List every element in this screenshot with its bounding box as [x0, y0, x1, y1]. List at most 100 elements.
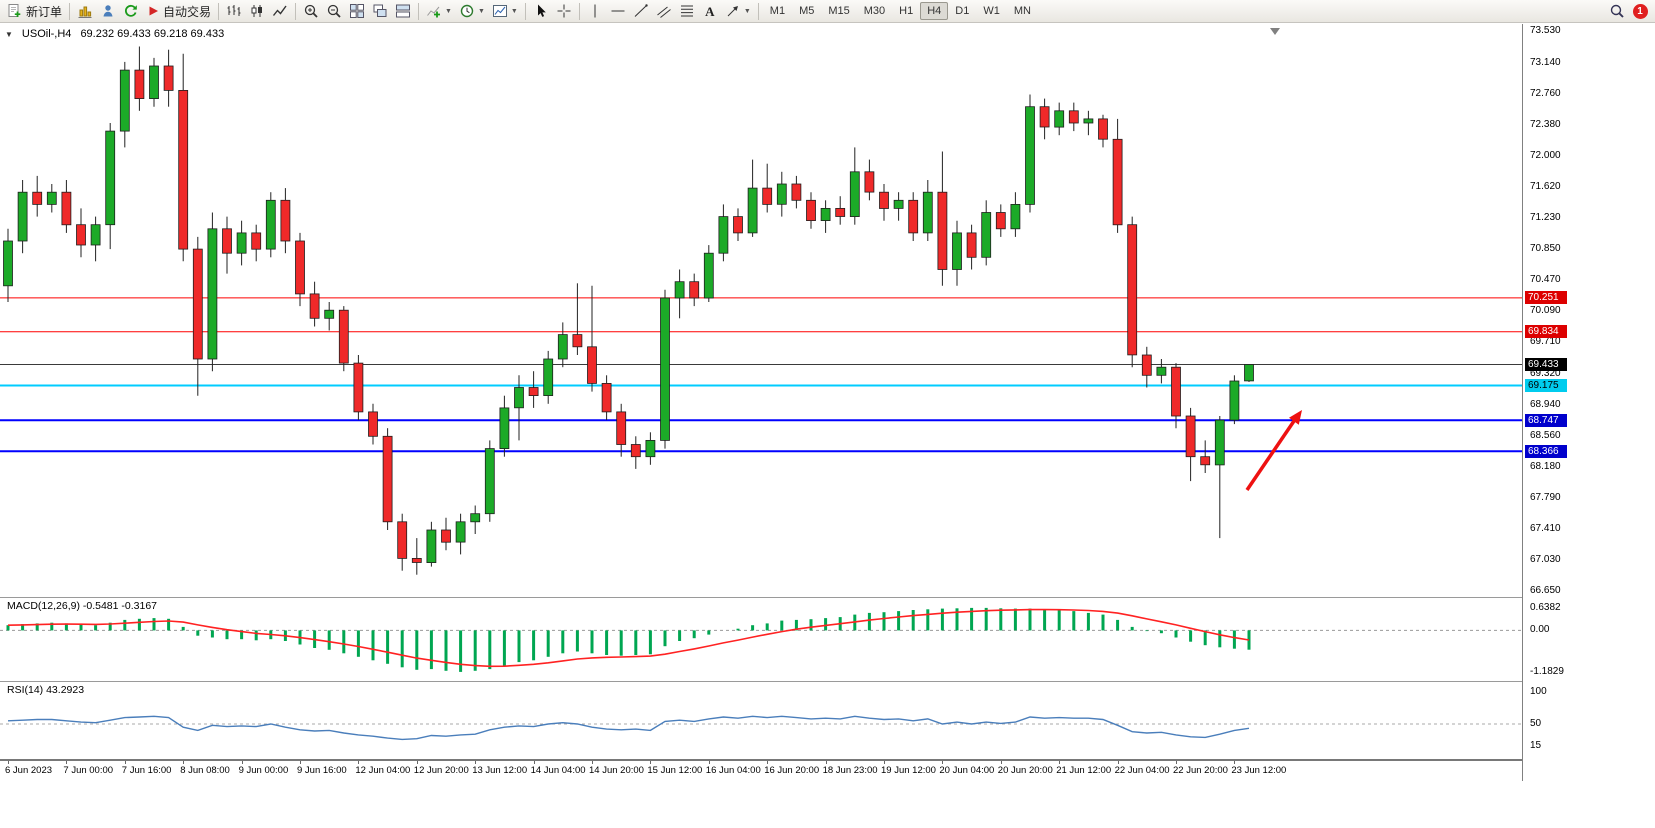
channel-tool-button[interactable]	[653, 1, 675, 21]
price-axis[interactable]: 73.530 73.140 72.760 72.380 72.000 71.620 71.2…	[1522, 24, 1655, 781]
timeframe-button-d1[interactable]: D1	[955, 5, 970, 17]
time-tick	[475, 761, 477, 764]
templates-icon	[492, 5, 507, 17]
main-chart-canvas[interactable]	[0, 24, 1522, 597]
price-tick-label: 72.000	[1530, 149, 1561, 161]
vertical-line-icon	[594, 4, 596, 18]
time-axis[interactable]: 6 Jun 2023 7 Jun 00:00 7 Jun 16:00 8 Jun 08…	[0, 761, 1655, 781]
time-label: 12 Jun 04:00	[355, 765, 411, 776]
time-label: 6 Jun 2023	[5, 765, 53, 776]
price-tick-label: 70.470	[1530, 274, 1561, 286]
arrow-tool-icon	[727, 6, 738, 17]
timeframe-button-m15[interactable]: M15	[828, 5, 850, 17]
timeframe-button-m5[interactable]: M5	[799, 5, 815, 17]
auto-trading-icon	[149, 6, 159, 16]
tile-windows-button[interactable]	[346, 1, 368, 21]
arrange-windows-button[interactable]	[392, 1, 414, 21]
macd-panel-canvas[interactable]	[0, 598, 1522, 681]
time-tick	[825, 761, 827, 764]
time-label: 16 Jun 20:00	[764, 765, 820, 776]
time-tick	[884, 761, 885, 764]
timeframe-button-h4[interactable]: H4	[920, 2, 949, 20]
crosshair-icon	[557, 4, 571, 18]
zoom-in-icon	[304, 4, 318, 18]
price-level-tag: 69.433	[1525, 358, 1567, 371]
trend-arrow-annotation	[1245, 420, 1296, 491]
timeframe-toolbar: M1 M5 M15 M30 H1 H4 D1 W1 MN	[763, 2, 1038, 20]
text-tool-icon: A	[705, 3, 715, 19]
add-indicator-button[interactable]: ▼	[423, 1, 455, 21]
new-order-button[interactable]: 新订单	[4, 1, 65, 21]
toolbar-separator	[295, 2, 297, 20]
arrow-tool-button[interactable]: ▼	[722, 1, 754, 21]
time-label: 9 Jun 00:00	[238, 765, 289, 776]
time-label: 23 Jun 12:00	[1231, 765, 1287, 776]
panel-separator[interactable]	[0, 681, 1655, 682]
time-label: 20 Jun 20:00	[997, 765, 1053, 776]
auto-trading-label: 自动交易	[163, 4, 212, 19]
bar-chart-button[interactable]	[223, 1, 245, 21]
time-label: 19 Jun 12:00	[881, 765, 936, 776]
refresh-button[interactable]	[120, 1, 142, 21]
time-tick	[124, 761, 126, 764]
time-label: 14 Jun 20:00	[589, 765, 644, 776]
line-chart-button[interactable]	[269, 1, 291, 21]
timeframe-button-m1[interactable]: M1	[769, 5, 786, 17]
add-indicator-icon	[427, 6, 441, 18]
time-tick	[416, 761, 418, 764]
trendline-icon	[634, 4, 648, 17]
crosshair-button[interactable]	[553, 1, 575, 21]
periods-button[interactable]: ▼	[456, 1, 488, 21]
trendline-tool-button[interactable]	[630, 1, 652, 21]
time-label: 7 Jun 00:00	[63, 765, 114, 776]
horizontal-line-tool-button[interactable]	[607, 1, 629, 21]
chart-title: ▼ USOil-,H4 69.232 69.433 69.218 69.433	[5, 28, 224, 40]
chart-symbol-period: USOil-,H4	[21, 28, 72, 40]
price-tick-label: 70.850	[1530, 243, 1561, 255]
cascade-windows-button[interactable]	[369, 1, 391, 21]
time-tick	[358, 761, 360, 764]
price-tick-label: 70.090	[1530, 305, 1561, 316]
time-tick	[183, 761, 185, 764]
cursor-button[interactable]	[530, 1, 552, 21]
panel-separator[interactable]	[0, 597, 1655, 598]
price-level-tag: 69.834	[1525, 325, 1567, 339]
timeframe-button-h1[interactable]: H1	[899, 5, 914, 17]
timeframe-button-mn[interactable]: MN	[1013, 5, 1031, 17]
price-tick-label: 72.760	[1530, 87, 1561, 99]
time-label: 9 Jun 16:00	[297, 765, 347, 776]
time-label: 14 Jun 04:00	[530, 765, 586, 776]
price-tick-label: 69.320	[1530, 367, 1561, 379]
new-order-icon	[8, 4, 21, 17]
time-tick	[650, 761, 652, 764]
zoom-in-button[interactable]	[300, 1, 322, 21]
new-order-label: 新订单	[26, 4, 63, 19]
rsi-panel-canvas[interactable]	[0, 682, 1522, 759]
new-chart-button[interactable]	[74, 1, 96, 21]
search-button[interactable]	[1606, 1, 1628, 21]
text-tool-button[interactable]: A	[699, 1, 721, 21]
chart-shift-marker	[1270, 28, 1280, 35]
one-click-trading-icon[interactable]: ▼	[5, 29, 13, 39]
zoom-out-icon	[327, 4, 341, 18]
profiles-button[interactable]	[97, 1, 119, 21]
price-tick-label: 73.140	[1530, 56, 1561, 68]
toolbar-separator	[218, 2, 220, 20]
templates-button[interactable]: ▼	[489, 1, 521, 21]
time-tick	[8, 761, 9, 764]
auto-trading-button[interactable]: 自动交易	[143, 1, 214, 21]
candlestick-chart-button[interactable]	[246, 1, 268, 21]
notification-button[interactable]: 1	[1629, 1, 1651, 21]
price-tick-label: 67.030	[1530, 554, 1561, 566]
price-level-tag: 70.251	[1525, 291, 1567, 305]
timeframe-button-m30[interactable]: M30	[863, 5, 886, 17]
vertical-line-tool-button[interactable]	[584, 1, 606, 21]
fibonacci-tool-button[interactable]	[676, 1, 698, 21]
periods-clock-icon	[460, 4, 474, 18]
macd-tick-label: 0.6382	[1530, 602, 1561, 613]
time-tick	[708, 761, 710, 764]
zoom-out-button[interactable]	[323, 1, 345, 21]
time-label: 15 Jun 12:00	[647, 765, 703, 776]
timeframe-button-w1[interactable]: W1	[983, 5, 1000, 17]
price-tick-label: 67.790	[1530, 492, 1561, 504]
